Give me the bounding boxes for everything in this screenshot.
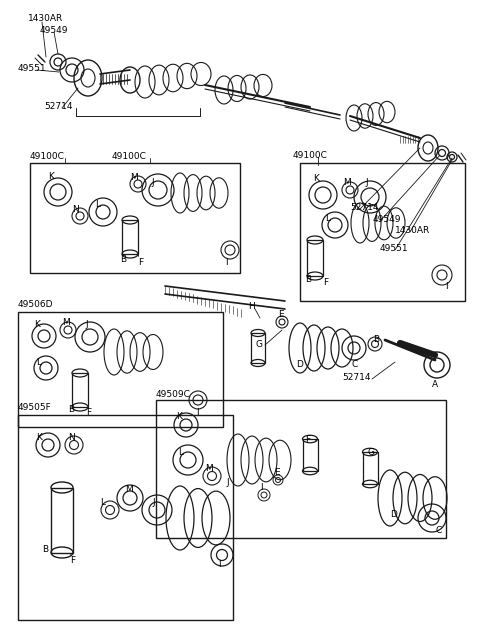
Text: F: F	[86, 408, 91, 417]
Text: 1430AR: 1430AR	[395, 226, 430, 235]
Text: F: F	[323, 278, 328, 287]
Text: L: L	[178, 448, 183, 457]
Text: F: F	[70, 556, 75, 565]
Text: I: I	[225, 258, 228, 267]
Text: B: B	[305, 275, 311, 284]
Text: I: I	[218, 560, 221, 569]
Text: M: M	[130, 173, 138, 182]
Text: 49100C: 49100C	[112, 152, 147, 161]
Text: B: B	[373, 335, 379, 344]
Text: G: G	[368, 448, 375, 457]
Text: L: L	[36, 358, 41, 367]
Text: D: D	[390, 510, 397, 519]
Text: 49549: 49549	[40, 26, 69, 35]
Text: 1430AR: 1430AR	[28, 14, 63, 23]
Text: B: B	[42, 545, 48, 554]
Text: M: M	[343, 178, 351, 187]
Bar	[251, 333, 265, 363]
Text: F: F	[138, 258, 143, 267]
Text: J: J	[365, 178, 368, 187]
Text: K: K	[176, 412, 182, 421]
Bar	[18, 415, 233, 620]
Text: B: B	[68, 405, 74, 414]
Text: E: E	[274, 468, 280, 477]
Text: L: L	[95, 200, 100, 209]
Text: 49551: 49551	[18, 64, 47, 73]
Text: K: K	[34, 320, 40, 329]
Text: N: N	[72, 205, 79, 214]
Bar	[307, 240, 323, 276]
Bar	[51, 488, 73, 553]
Text: J: J	[151, 178, 154, 187]
Text: C: C	[435, 526, 441, 535]
Text: D: D	[296, 360, 303, 369]
Text: 52714: 52714	[342, 373, 371, 382]
Text: M: M	[125, 485, 133, 494]
Text: 49509C: 49509C	[156, 390, 191, 399]
Text: F: F	[305, 435, 310, 444]
Bar	[300, 163, 465, 301]
Text: 49505F: 49505F	[18, 403, 52, 412]
Bar	[72, 373, 88, 407]
Text: H: H	[248, 302, 255, 311]
Bar	[30, 163, 240, 273]
Text: 49551: 49551	[380, 244, 408, 253]
Text: J: J	[152, 498, 155, 507]
Text: L: L	[100, 498, 105, 507]
Text: 52714: 52714	[44, 102, 72, 111]
Text: N: N	[68, 433, 75, 442]
Bar	[362, 452, 377, 484]
Bar	[122, 220, 138, 254]
Bar	[302, 439, 317, 471]
Text: K: K	[36, 433, 42, 442]
Text: K: K	[313, 174, 319, 183]
Text: J: J	[226, 478, 228, 487]
Text: 49100C: 49100C	[30, 152, 65, 161]
Text: K: K	[48, 172, 54, 181]
Text: C: C	[352, 360, 358, 369]
Text: 49506D: 49506D	[18, 300, 53, 309]
Text: E: E	[278, 310, 284, 319]
Text: 49100C: 49100C	[293, 151, 328, 160]
Text: 52714: 52714	[350, 203, 379, 212]
Text: 49549: 49549	[373, 215, 401, 224]
Text: I: I	[260, 483, 263, 492]
Bar	[156, 400, 446, 538]
Text: G: G	[255, 340, 262, 349]
Text: B: B	[120, 255, 126, 264]
Text: J: J	[85, 320, 88, 329]
Text: L: L	[325, 214, 330, 223]
Text: I: I	[445, 282, 448, 291]
Bar	[18, 312, 223, 427]
Text: I: I	[196, 408, 199, 417]
Text: M: M	[205, 464, 213, 473]
Text: A: A	[432, 380, 438, 389]
Text: M: M	[62, 318, 70, 327]
